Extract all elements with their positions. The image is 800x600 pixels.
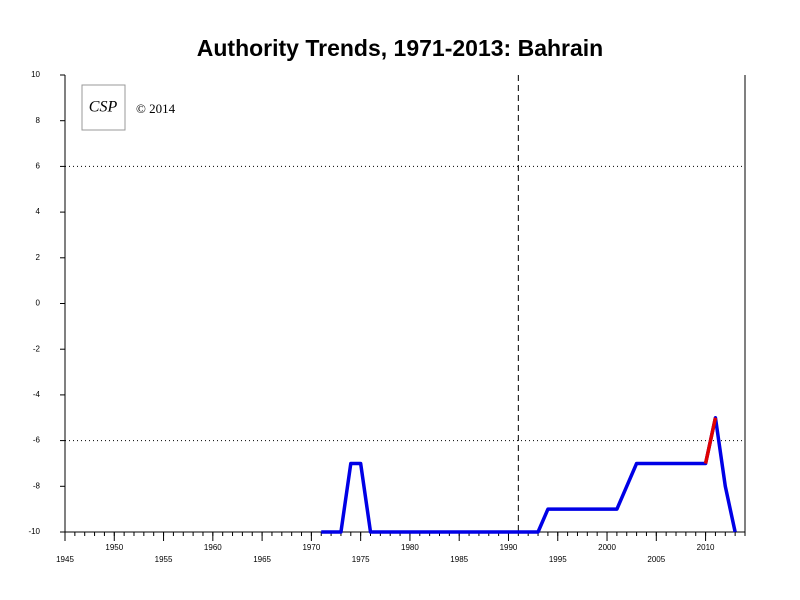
x-tick-label: 1970 <box>302 543 320 552</box>
y-tick-label: 8 <box>36 116 41 125</box>
y-tick-label: 4 <box>36 207 41 216</box>
x-tick-label: 2005 <box>647 555 665 564</box>
y-tick-label: -8 <box>33 481 41 490</box>
y-tick-label: -10 <box>28 527 40 536</box>
y-tick-label: 0 <box>36 299 41 308</box>
x-tick-label: 1995 <box>549 555 567 564</box>
y-tick-label: -6 <box>33 436 41 445</box>
x-tick-label: 2010 <box>697 543 715 552</box>
line-series <box>321 416 737 534</box>
y-tick-label: 10 <box>31 70 40 79</box>
x-tick-label: 1980 <box>401 543 419 552</box>
y-tick-label: -4 <box>33 390 41 399</box>
chart-title: Authority Trends, 1971-2013: Bahrain <box>197 35 603 61</box>
x-tick-label: 1945 <box>56 555 74 564</box>
y-tick-label: 6 <box>36 162 41 171</box>
x-tick-label: 1975 <box>352 555 370 564</box>
y-tick-label: -2 <box>33 344 41 353</box>
x-tick-label: 1990 <box>500 543 518 552</box>
x-tick-label: 2000 <box>598 543 616 552</box>
logo: CSP <box>89 99 118 116</box>
line-series <box>703 417 718 464</box>
x-tick-label: 1985 <box>450 555 468 564</box>
x-tick-label: 1950 <box>105 543 123 552</box>
annotation: © 2014 <box>136 101 176 116</box>
x-tick-label: 1960 <box>204 543 222 552</box>
y-tick-label: 2 <box>36 253 41 262</box>
x-tick-label: 1965 <box>253 555 271 564</box>
x-tick-label: 1955 <box>155 555 173 564</box>
logo-box <box>81 84 126 131</box>
